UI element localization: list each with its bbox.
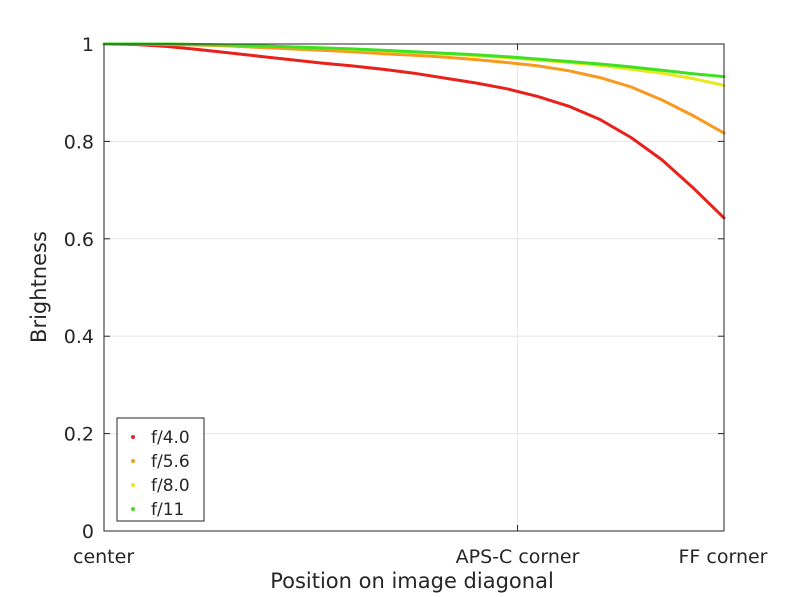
legend-box — [116, 417, 205, 522]
legend-label: f/11 — [151, 500, 184, 520]
legend-label: f/8.0 — [151, 476, 190, 496]
series-line-f-4-0 — [102, 42, 726, 220]
x-axis: center APS-C corner FF corner — [73, 44, 768, 568]
legend-label: f/5.6 — [151, 452, 190, 472]
y-tick-label: 0.2 — [64, 424, 94, 446]
y-axis-label: Brightness — [27, 231, 51, 343]
series-line-f-11 — [102, 42, 726, 79]
plot-frame — [103, 43, 725, 532]
x-tick-label: APS-C corner — [456, 546, 580, 568]
series-line-f-5-6 — [102, 42, 726, 135]
x-tick-label: FF corner — [679, 546, 768, 568]
y-tick-label: 0.8 — [64, 131, 94, 153]
y-tick-label: 1 — [82, 34, 94, 56]
y-tick-label: 0.4 — [64, 326, 94, 348]
x-tick-label: center — [73, 546, 134, 568]
x-axis-label: Position on image diagonal — [270, 569, 554, 593]
y-tick-label: 0.6 — [64, 229, 94, 251]
legend: f/4.0 f/5.6 f/8.0 f/11 — [116, 417, 205, 522]
series-layer — [102, 42, 726, 220]
legend-marker — [131, 435, 135, 439]
y-tick-label: 0 — [82, 521, 94, 543]
legend-marker — [131, 459, 135, 463]
y-axis: 0 0.2 0.4 0.6 0.8 1 — [64, 34, 724, 543]
legend-marker — [131, 483, 135, 487]
legend-label: f/4.0 — [151, 428, 190, 448]
legend-marker — [131, 507, 135, 511]
